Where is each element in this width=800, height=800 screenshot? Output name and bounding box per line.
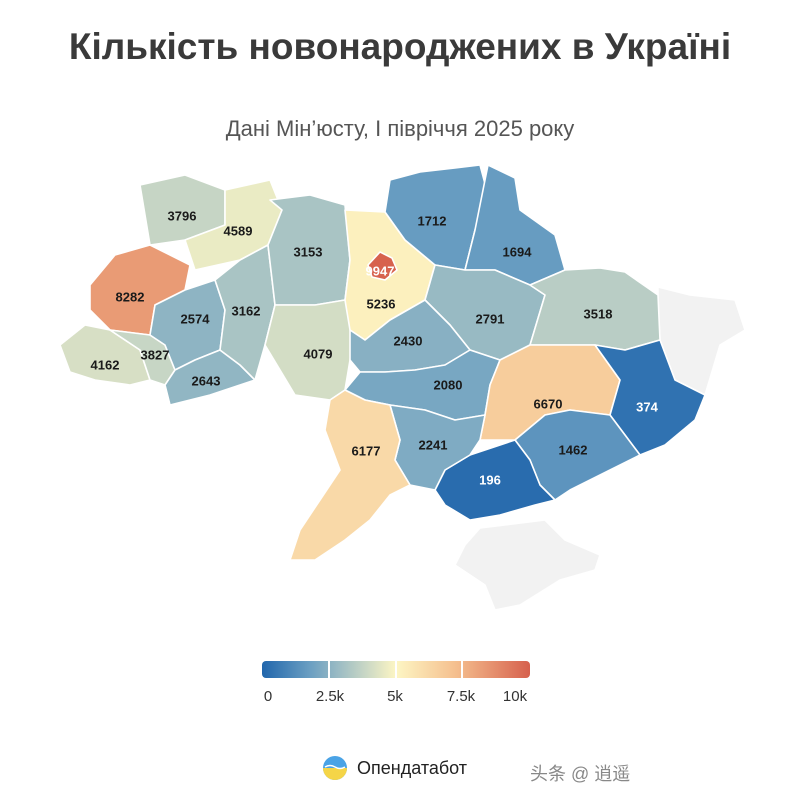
value-label-kyiv-oblast: 5236 [367,296,396,311]
color-legend [262,661,530,678]
value-label-zhytomyr: 3153 [294,244,323,259]
brand: Опендатабот [322,755,467,781]
value-label-chernivtsi: 2643 [192,373,221,388]
legend-label-0: 0 [263,688,273,705]
occupied-crimea [454,519,601,611]
value-label-mykolaiv: 2241 [419,437,448,452]
value-label-zaporizhzhia: 1462 [559,442,588,457]
value-label-zakarpattia: 4162 [91,357,120,372]
legend-separator [395,661,397,678]
value-label-ivano-frankivsk: 3827 [141,347,170,362]
region-kyiv-city [367,251,398,281]
legend-label-7-5k: 7.5k [446,688,476,705]
legend-separator [461,661,463,678]
value-label-kyiv-city: 9947 [366,263,395,278]
opendatabot-logo-icon [323,756,347,780]
value-label-chernihiv: 1712 [418,213,447,228]
value-label-kharkiv: 3518 [584,306,613,321]
value-label-donetsk: 374 [636,399,658,414]
watermark-text: 头条 @ 逍遥 [530,764,631,784]
value-label-kirovohrad: 2080 [434,377,463,392]
value-label-odesa: 6177 [352,443,381,458]
value-label-sumy: 1694 [503,244,533,259]
legend-label-5k: 5k [387,688,403,705]
legend-label-10k: 10k [502,688,528,705]
value-label-vinnytsia: 4079 [304,346,333,361]
region-vinnytsia [264,299,356,401]
legend-separator [328,661,330,678]
value-label-kherson: 196 [479,472,501,487]
legend-color-bar [262,661,530,678]
value-label-khmelnytskyi: 3162 [232,303,261,318]
brand-name: Опендатабот [357,757,468,778]
region-kherson [434,439,556,521]
value-label-cherkasy: 2430 [394,333,423,348]
value-label-lviv: 8282 [116,289,145,304]
page-subtitle: Дані Мін’юсту, І півріччя 2025 року [225,116,575,141]
region-value-labels: 3796 4589 3153 9947 5236 1712 1694 8282 2574 3162… [91,208,659,487]
region-khmelnytskyi [214,244,276,381]
value-label-volyn: 3796 [168,208,197,223]
legend-label-2-5k: 2.5k [315,688,345,705]
value-label-poltava: 2791 [476,311,505,326]
value-label-rivne: 4589 [224,223,253,238]
page-title: Кількість новонароджених в Україні [68,26,732,67]
value-label-ternopil: 2574 [181,311,211,326]
region-donetsk [594,339,706,456]
region-odesa [289,389,411,561]
value-label-dnipropetrovsk: 6670 [534,396,563,411]
